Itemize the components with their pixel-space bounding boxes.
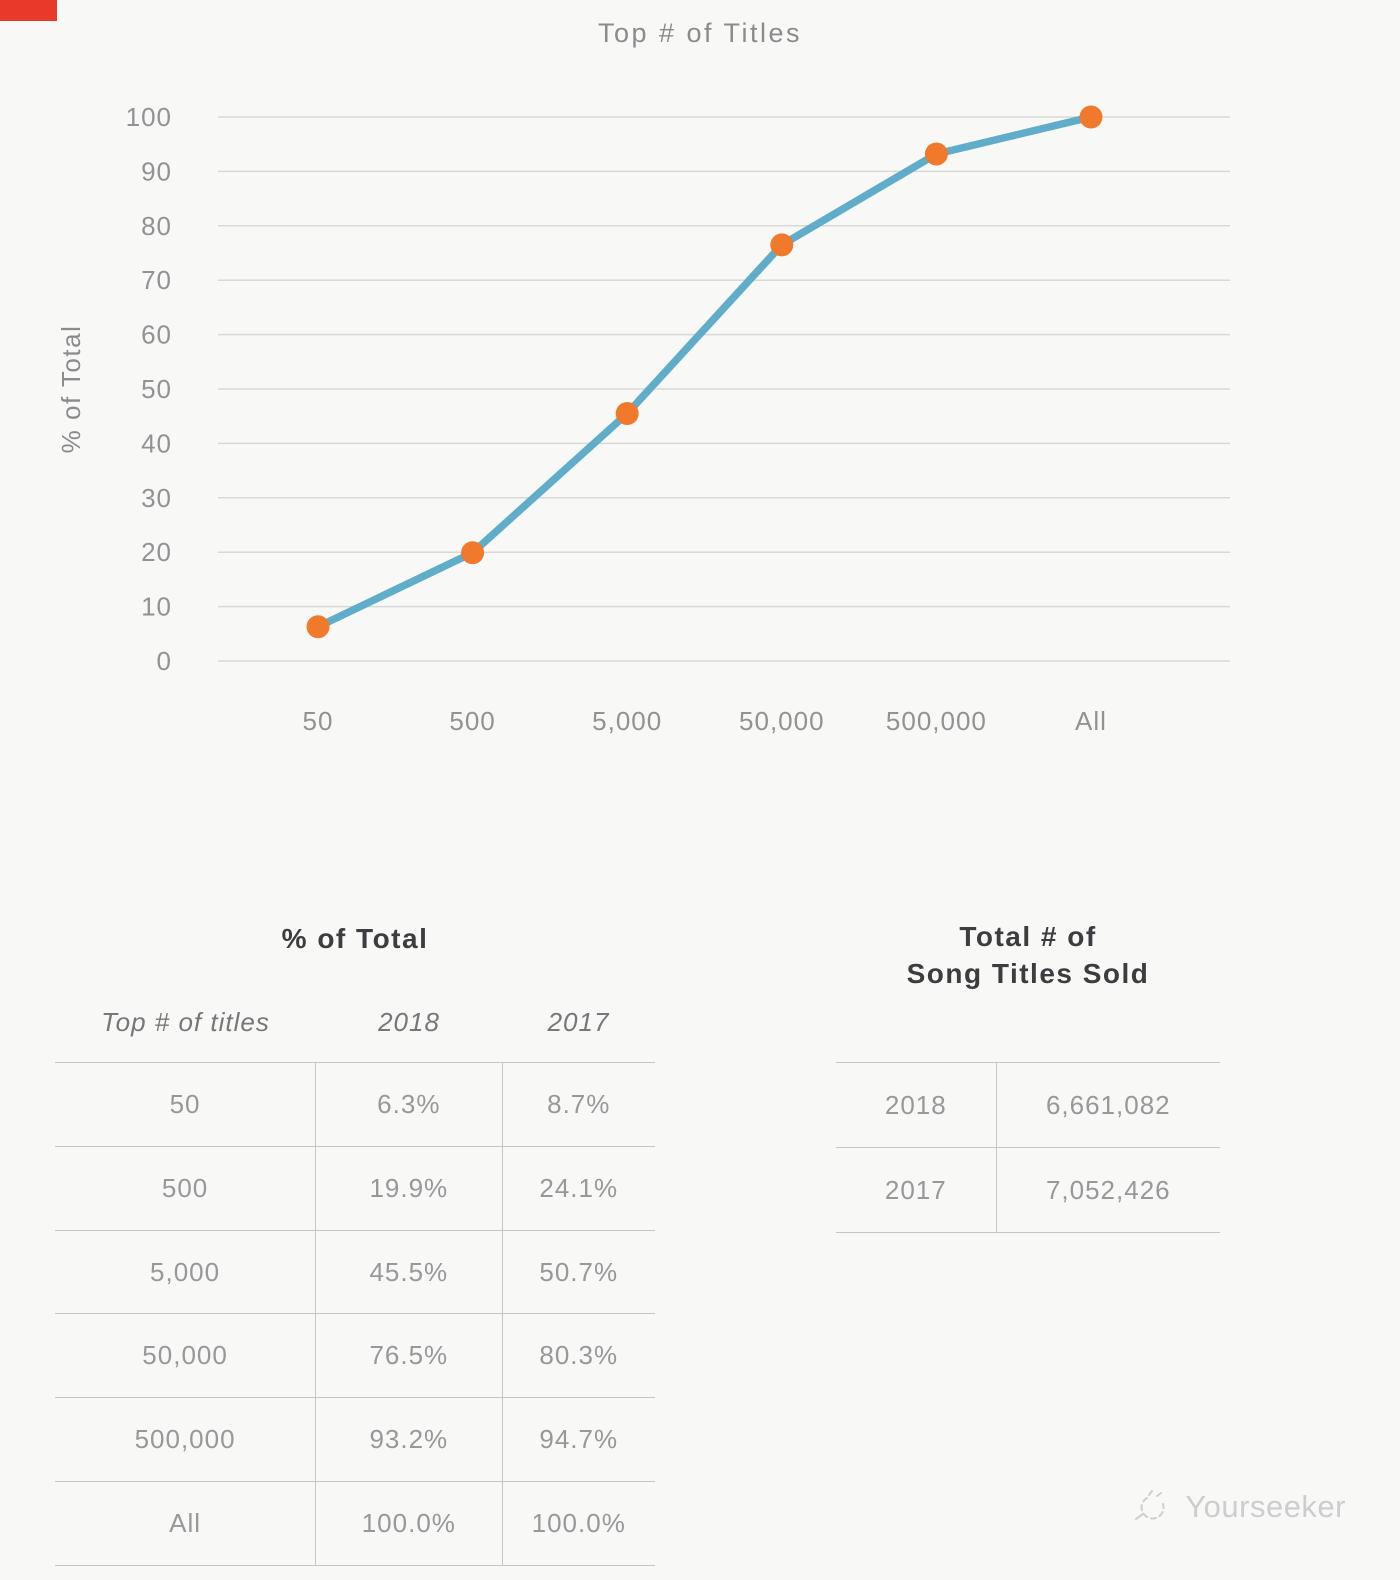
- data-point: [306, 615, 330, 639]
- y-tick-label: 20: [141, 537, 172, 567]
- table-row: 500,000 93.2% 94.7%: [55, 1398, 655, 1483]
- x-tick-label: 50: [303, 706, 334, 736]
- x-tick-label: 50,000: [739, 706, 825, 736]
- data-series: [306, 105, 1103, 639]
- totals-table-body: 2018 6,661,082 2017 7,052,426: [836, 1062, 1220, 1233]
- table-cell: 2018: [884, 1089, 947, 1120]
- table-cell: 100.0%: [501, 1482, 655, 1565]
- table-cell: 100.0%: [315, 1482, 501, 1565]
- table-cell: 93.2%: [315, 1398, 501, 1482]
- y-tick-label: 30: [141, 483, 172, 513]
- table-cell: 45.5%: [315, 1230, 501, 1314]
- table-cell: 5,000: [150, 1256, 221, 1287]
- data-point: [924, 142, 948, 166]
- y-tick-label: 0: [157, 646, 172, 676]
- watermark: Yourseeker: [1133, 1486, 1346, 1528]
- table-row: All 100.0% 100.0%: [55, 1482, 655, 1566]
- watermark-text: Yourseeker: [1185, 1489, 1346, 1524]
- table-cell: 94.7%: [501, 1398, 655, 1482]
- table-cell: 6.3%: [315, 1063, 501, 1146]
- series-line: [316, 113, 1092, 631]
- table-cell: 7,052,426: [995, 1148, 1220, 1232]
- y-axis-ticks: 0 10 20 30 40 50 60 70 80 90 100: [126, 102, 172, 676]
- x-tick-label: 500: [449, 706, 495, 736]
- table-cell: All: [169, 1508, 202, 1539]
- percent-table-body: 50 6.3% 8.7% 500 19.9% 24.1% 5,000 45.5% 50.7% 50…: [55, 1062, 655, 1566]
- chart-title: Top # of Titles: [597, 18, 803, 48]
- table-cell: 2017: [884, 1174, 947, 1205]
- y-tick-label: 40: [141, 428, 172, 458]
- x-tick-label: 500,000: [886, 706, 987, 736]
- column-header-2018: 2018: [378, 1007, 440, 1037]
- column-header-top-titles: Top # of titles: [101, 1007, 270, 1037]
- table-row: 2017 7,052,426: [836, 1148, 1220, 1233]
- table-row: 50 6.3% 8.7%: [55, 1063, 655, 1147]
- table-cell: 50,000: [142, 1340, 228, 1371]
- red-corner-mark: [0, 0, 57, 21]
- data-point: [1079, 105, 1103, 129]
- table-cell: 8.7%: [501, 1063, 655, 1146]
- y-tick-label: 50: [141, 374, 172, 404]
- x-tick-label: 5,000: [592, 706, 662, 736]
- totals-table-title: Total # of Song Titles Sold: [836, 918, 1220, 992]
- table-cell: 80.3%: [501, 1314, 655, 1398]
- percent-table-column-headers: Top # of titles 2018 2017: [55, 1000, 655, 1045]
- y-axis-title: % of Total: [56, 325, 86, 454]
- y-tick-label: 60: [141, 320, 172, 350]
- y-tick-label: 70: [141, 265, 172, 295]
- gridlines: [218, 116, 1230, 662]
- table-row: 500 19.9% 24.1%: [55, 1146, 655, 1231]
- yourseeker-logo-icon: [1135, 1490, 1165, 1520]
- table-cell: 76.5%: [315, 1314, 501, 1398]
- data-point: [615, 401, 639, 425]
- data-point: [461, 541, 485, 565]
- table-cell: 50: [169, 1088, 201, 1119]
- x-axis-ticks: 50 500 5,000 50,000 500,000 All: [303, 706, 1107, 736]
- data-point: [770, 233, 794, 257]
- y-tick-label: 100: [126, 102, 172, 132]
- x-tick-label: All: [1075, 706, 1107, 736]
- table-cell: 6,661,082: [995, 1063, 1220, 1147]
- y-tick-label: 90: [141, 156, 172, 186]
- table-row: 2018 6,661,082: [836, 1063, 1220, 1148]
- table-row: 50,000 76.5% 80.3%: [55, 1314, 655, 1399]
- percent-table-title: % of Total: [281, 923, 429, 954]
- column-header-2017: 2017: [547, 1007, 610, 1037]
- table-cell: 19.9%: [315, 1146, 501, 1230]
- table-cell: 50.7%: [501, 1230, 655, 1314]
- y-tick-label: 80: [141, 211, 172, 241]
- table-row: 5,000 45.5% 50.7%: [55, 1230, 655, 1315]
- table-cell: 500: [161, 1172, 209, 1203]
- y-tick-label: 10: [141, 592, 172, 622]
- table-cell: 500,000: [134, 1424, 236, 1455]
- totals-title-line2: Song Titles Sold: [906, 958, 1150, 989]
- totals-title-line1: Total # of: [959, 921, 1097, 952]
- table-cell: 24.1%: [501, 1146, 655, 1230]
